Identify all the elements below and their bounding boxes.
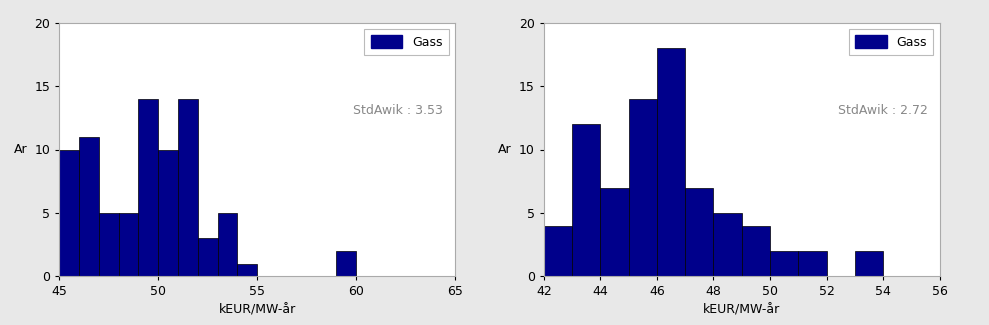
- Bar: [336, 251, 356, 276]
- Bar: [138, 99, 158, 276]
- Bar: [198, 238, 218, 276]
- Bar: [854, 251, 883, 276]
- Bar: [685, 188, 713, 276]
- Y-axis label: Ar: Ar: [498, 143, 512, 156]
- X-axis label: kEUR/MW-år: kEUR/MW-år: [703, 304, 780, 317]
- Legend: Gass: Gass: [364, 29, 449, 55]
- Bar: [178, 99, 198, 276]
- Bar: [798, 251, 827, 276]
- Bar: [99, 213, 119, 276]
- Bar: [119, 213, 138, 276]
- Bar: [600, 188, 629, 276]
- Y-axis label: Ar: Ar: [14, 143, 28, 156]
- Bar: [742, 226, 770, 276]
- Bar: [218, 213, 237, 276]
- Text: StdAwik : 2.72: StdAwik : 2.72: [838, 104, 928, 117]
- Legend: Gass: Gass: [849, 29, 934, 55]
- X-axis label: kEUR/MW-år: kEUR/MW-år: [219, 304, 296, 317]
- Bar: [573, 124, 600, 276]
- Bar: [713, 213, 742, 276]
- Bar: [770, 251, 798, 276]
- Bar: [544, 226, 573, 276]
- Bar: [237, 264, 257, 276]
- Bar: [629, 99, 657, 276]
- Bar: [158, 150, 178, 276]
- Text: StdAwik : 3.53: StdAwik : 3.53: [353, 104, 443, 117]
- Bar: [657, 48, 685, 276]
- Bar: [59, 150, 79, 276]
- Bar: [79, 137, 99, 276]
